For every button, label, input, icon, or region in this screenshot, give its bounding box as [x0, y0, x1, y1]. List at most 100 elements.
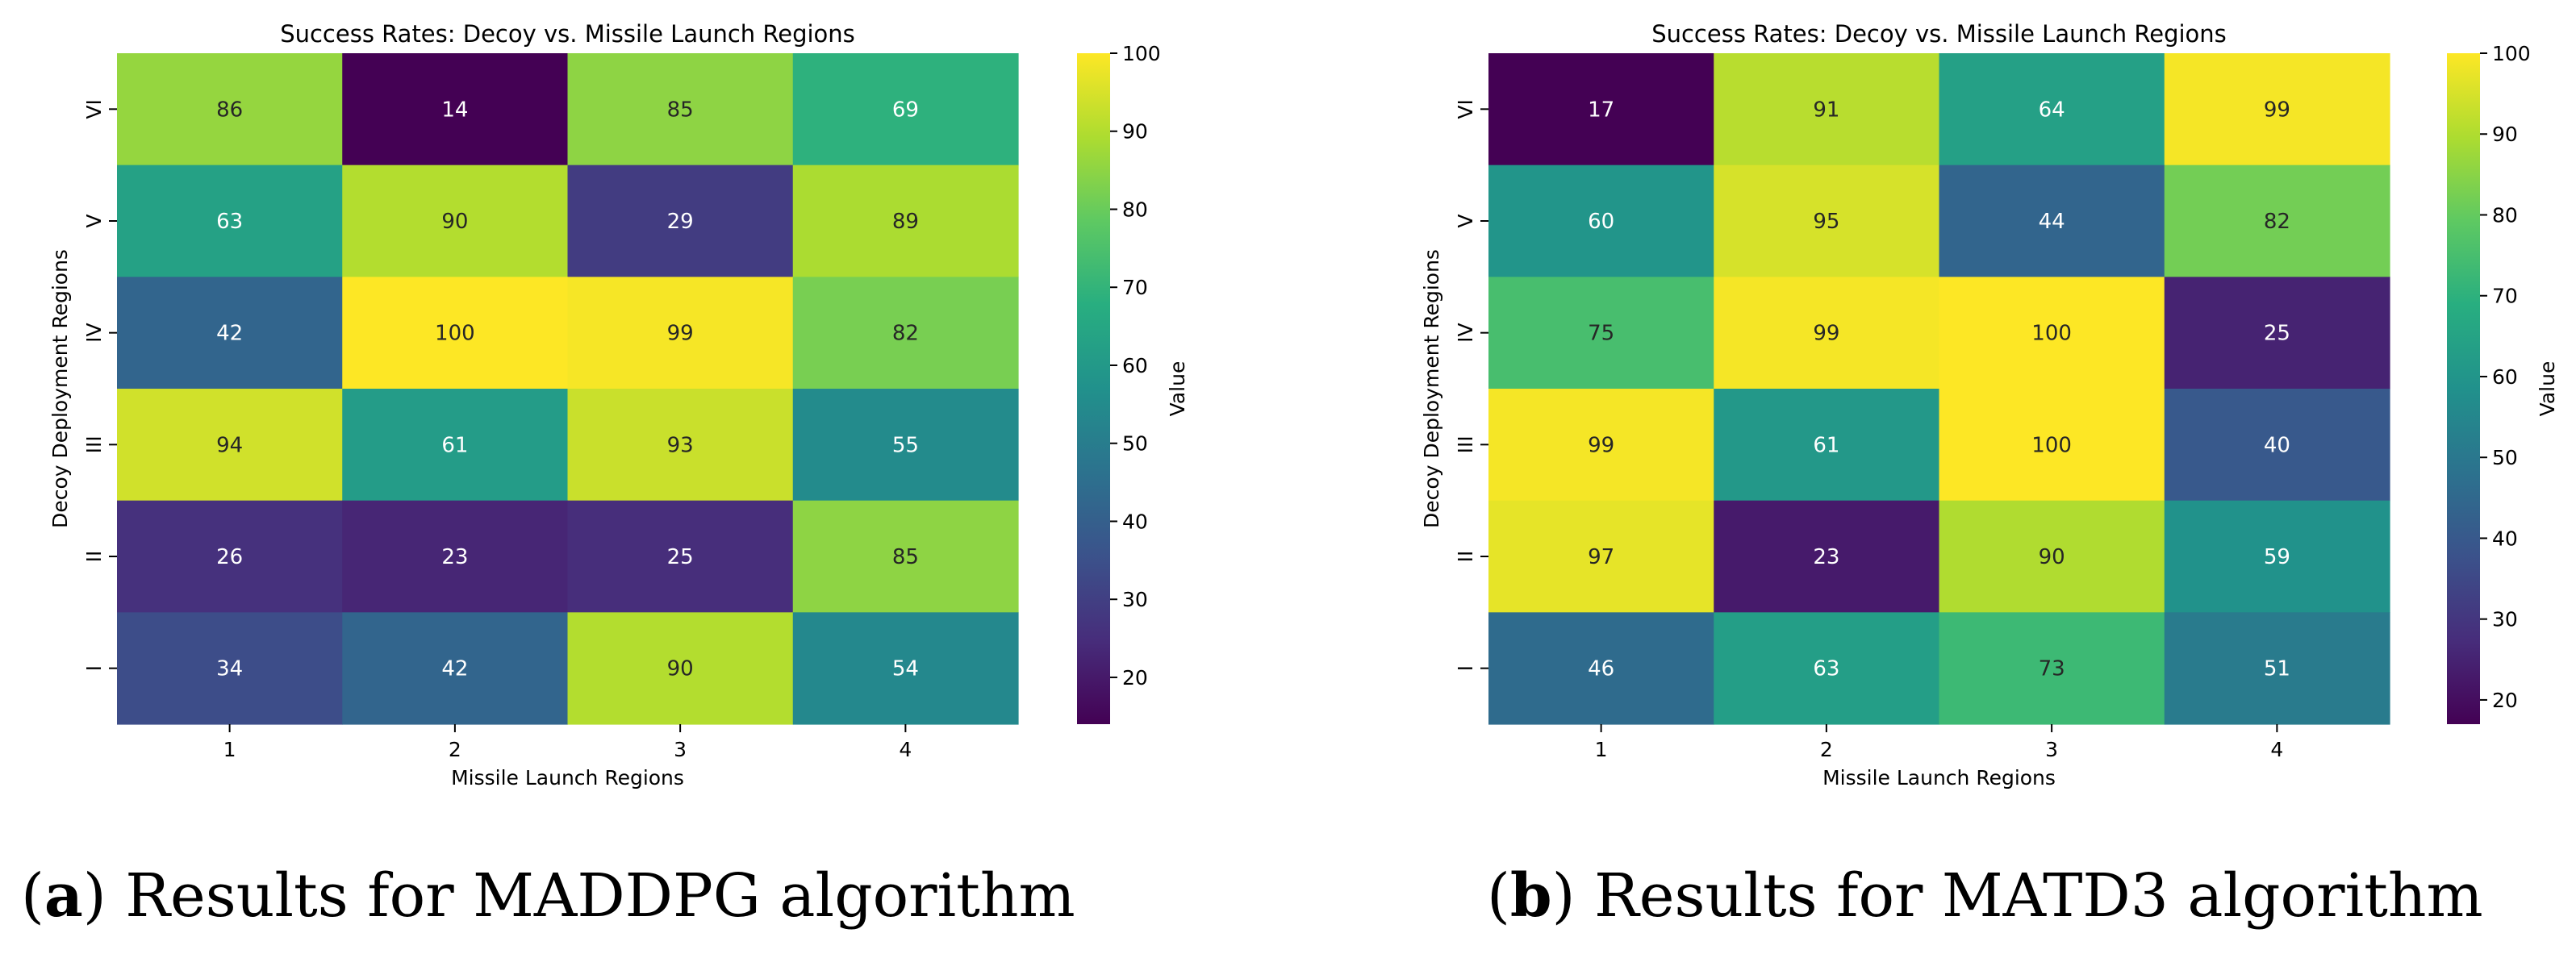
cell-value-a-r0-c2: 85 [667, 98, 694, 122]
heatmap-cell-a-r5-c2 [567, 612, 794, 725]
heatmap-cell-a-r3-c1 [342, 389, 569, 502]
heatmap-cell-a-r5-c3 [792, 612, 1019, 725]
heatmap-cell-b-r4-c2 [1939, 500, 2165, 613]
heatmap-cell-a-r3-c2 [567, 389, 794, 502]
cell-value-a-r4-c1: 23 [441, 545, 468, 569]
heatmap-cell-b-r2-c1 [1714, 277, 1940, 390]
cell-value-a-r2-c2: 99 [667, 322, 694, 346]
cell-value-b-r2-c3: 25 [2264, 322, 2290, 346]
colorbar-tick-label-a-3: 50 [1122, 432, 1148, 456]
cell-value-a-r0-c1: 14 [441, 98, 468, 122]
y-tick-label-a-0: VI [82, 99, 106, 119]
heatmap-cell-b-r0-c0 [1488, 53, 1714, 166]
caption-a: (a) Results for MADDPG algorithm [21, 861, 1075, 931]
chart-title-b: Success Rates: Decoy vs. Missile Launch … [1651, 20, 2227, 48]
colorbar-tick-label-a-4: 60 [1122, 354, 1148, 377]
caption-a-label: a [44, 861, 83, 931]
colorbar-tick-label-a-1: 30 [1122, 588, 1148, 611]
cell-value-b-r1-c1: 95 [1813, 210, 1839, 234]
heatmap-cell-b-r3-c0 [1488, 389, 1714, 502]
heatmap-cell-b-r5-c3 [2164, 612, 2390, 725]
cell-value-a-r0-c3: 69 [892, 98, 919, 122]
cell-value-b-r0-c2: 64 [2039, 98, 2065, 122]
chart-title-a: Success Rates: Decoy vs. Missile Launch … [280, 20, 855, 48]
heatmap-cell-b-r2-c0 [1488, 277, 1714, 390]
colorbar-tick-label-a-0: 20 [1122, 666, 1148, 689]
cell-value-b-r2-c2: 100 [2031, 322, 2072, 346]
colorbar-b [2447, 53, 2480, 724]
cell-value-a-r2-c1: 100 [435, 322, 475, 346]
heatmap-cell-b-r1-c3 [2164, 165, 2390, 277]
colorbar-label-b: Value [2536, 361, 2559, 417]
cell-value-b-r0-c1: 91 [1813, 98, 1839, 122]
heatmap-cell-a-r1-c0 [117, 165, 343, 277]
heatmap-cell-b-r1-c0 [1488, 165, 1714, 277]
colorbar-tick-label-a-7: 90 [1122, 120, 1148, 144]
cell-value-b-r3-c1: 61 [1813, 433, 1839, 457]
cell-value-a-r5-c3: 54 [892, 657, 919, 681]
colorbar-tick-label-a-8: 100 [1122, 42, 1161, 65]
colorbar-tick-label-b-3: 50 [2492, 446, 2518, 469]
heatmap-cell-b-r1-c2 [1939, 165, 2165, 277]
x-axis-label-b: Missile Launch Regions [1822, 766, 2056, 789]
heatmap-cell-a-r2-c1 [342, 277, 569, 390]
heatmap-cell-a-r3-c0 [117, 389, 343, 502]
y-tick-label-a-1: V [82, 214, 106, 227]
heatmap-cell-a-r4-c0 [117, 500, 343, 613]
heatmap-cell-b-r1-c1 [1714, 165, 1940, 277]
cell-value-a-r1-c1: 90 [441, 210, 468, 234]
cell-value-b-r2-c1: 99 [1813, 322, 1839, 346]
heatmap-cell-b-r0-c2 [1939, 53, 2165, 166]
cell-value-a-r3-c1: 61 [441, 433, 468, 457]
colorbar-label-a: Value [1166, 361, 1189, 417]
cell-value-a-r3-c3: 55 [892, 433, 919, 457]
cell-value-a-r3-c2: 93 [667, 433, 694, 457]
colorbar-tick-label-b-8: 100 [2492, 42, 2531, 65]
cell-value-a-r4-c0: 26 [216, 545, 243, 569]
y-tick-label-a-4: II [82, 551, 106, 563]
cell-value-b-r5-c3: 51 [2264, 657, 2290, 681]
y-axis-label-a: Decoy Deployment Regions [48, 249, 72, 528]
y-tick-label-b-0: VI [1454, 99, 1477, 119]
heatmap-cell-b-r3-c1 [1714, 389, 1940, 502]
cell-value-b-r1-c3: 82 [2264, 210, 2290, 234]
heatmap-cell-b-r2-c2 [1939, 277, 2165, 390]
colorbar-tick-label-b-6: 80 [2492, 203, 2518, 227]
cell-value-b-r0-c3: 99 [2264, 98, 2290, 122]
colorbar-tick-label-a-2: 40 [1122, 510, 1148, 533]
cell-value-b-r4-c0: 97 [1588, 545, 1614, 569]
caption-b-text: Results for MATD3 algorithm [1594, 861, 2483, 931]
cell-value-a-r1-c3: 89 [892, 210, 919, 234]
cell-value-b-r1-c2: 44 [2039, 210, 2065, 234]
x-tick-label-b-0: 1 [1595, 738, 1608, 761]
heatmap-cell-a-r5-c0 [117, 612, 343, 725]
heatmap-cell-a-r0-c2 [567, 53, 794, 166]
cell-value-b-r3-c3: 40 [2264, 433, 2290, 457]
colorbar-tick-label-b-2: 40 [2492, 527, 2518, 550]
colorbar-tick-label-b-4: 60 [2492, 365, 2518, 389]
heatmap-cell-b-r5-c0 [1488, 612, 1714, 725]
cell-value-a-r4-c2: 25 [667, 545, 694, 569]
cell-value-a-r5-c1: 42 [441, 657, 468, 681]
caption-b-label: b [1509, 861, 1552, 931]
heatmap-cell-a-r1-c1 [342, 165, 569, 277]
heatmap-cell-b-r4-c0 [1488, 500, 1714, 613]
heatmap-cell-b-r5-c2 [1939, 612, 2165, 725]
cell-value-b-r5-c0: 46 [1588, 657, 1614, 681]
heatmap-cell-a-r0-c0 [117, 53, 343, 166]
heatmap-cell-a-r1-c3 [792, 165, 1019, 277]
cell-value-b-r0-c0: 17 [1588, 98, 1614, 122]
caption-a-text: Results for MADDPG algorithm [125, 861, 1075, 931]
colorbar-tick-label-a-6: 80 [1122, 198, 1148, 221]
x-axis-label-a: Missile Launch Regions [451, 766, 684, 789]
heatmap-cell-b-r0-c3 [2164, 53, 2390, 166]
colorbar-tick-label-a-5: 70 [1122, 276, 1148, 299]
y-tick-label-b-5: I [1454, 665, 1477, 671]
heatmap-cell-b-r2-c3 [2164, 277, 2390, 390]
cell-value-a-r2-c3: 82 [892, 322, 919, 346]
y-tick-label-a-3: III [82, 435, 106, 453]
cell-value-b-r3-c0: 99 [1588, 433, 1614, 457]
